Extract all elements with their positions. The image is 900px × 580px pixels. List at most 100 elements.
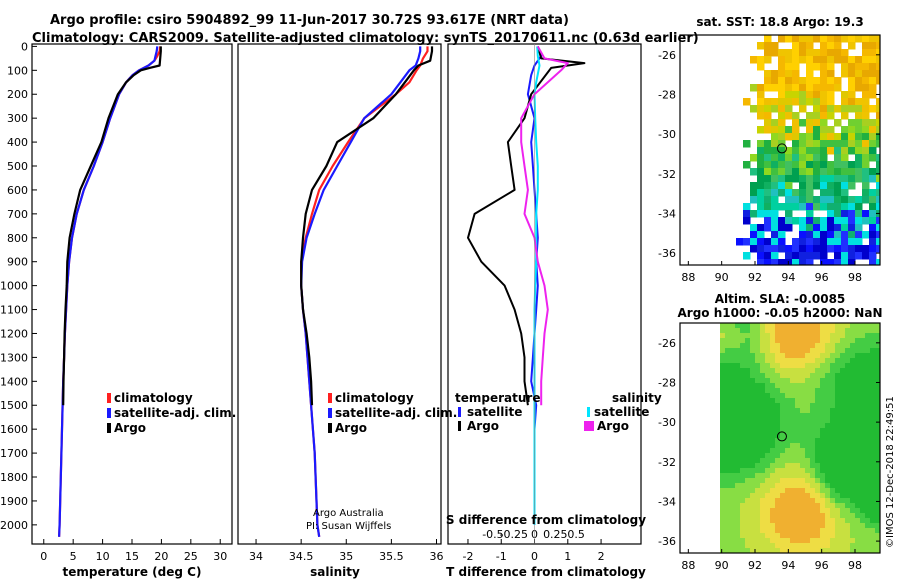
sla-cell (780, 353, 786, 359)
sst-cell (834, 231, 842, 239)
sla-cell (750, 548, 756, 553)
sla-cell (860, 408, 866, 414)
sla-cell (840, 548, 846, 553)
sst-cell (799, 238, 807, 246)
y-tick-label: 1600 (0, 423, 28, 436)
sla-cell (805, 548, 811, 553)
sla-cell (785, 393, 791, 399)
sla-cell (735, 543, 741, 549)
sla-cell (760, 433, 766, 439)
sla-cell (785, 378, 791, 384)
sla-cell (785, 523, 791, 529)
sst-cell (813, 35, 821, 43)
sla-cell (810, 403, 816, 409)
sst-cell (750, 84, 758, 92)
sla-cell (845, 543, 851, 549)
sla-cell (720, 533, 726, 539)
sla-cell (745, 343, 751, 349)
sla-cell (800, 338, 806, 344)
sst-cell (771, 98, 779, 106)
sst-cell (820, 84, 828, 92)
sla-cell (835, 413, 841, 419)
sla-cell (825, 498, 831, 504)
sla-cell (780, 378, 786, 384)
sla-cell (870, 348, 876, 354)
sst-cell (876, 63, 880, 71)
map-x-tick-label: 96 (815, 559, 829, 572)
sla-cell (820, 418, 826, 424)
sla-cell (875, 423, 880, 429)
sla-cell (825, 408, 831, 414)
sla-cell (770, 468, 776, 474)
sla-cell (750, 398, 756, 404)
sla-cell (865, 428, 871, 434)
sst-cell (855, 56, 863, 64)
sla-cell (735, 478, 741, 484)
sst-cell (799, 259, 807, 265)
sla-cell (805, 403, 811, 409)
sla-cell (740, 548, 746, 553)
sla-cell (740, 518, 746, 524)
sla-cell (775, 538, 781, 544)
map-x-tick-label: 98 (848, 559, 862, 572)
sla-cell (810, 533, 816, 539)
sla-cell (815, 463, 821, 469)
sst-cell (869, 140, 877, 148)
sla-cell (720, 363, 726, 369)
sla-cell (750, 513, 756, 519)
sst-cell (757, 105, 765, 113)
sst-cell (855, 70, 863, 78)
sst-cell (876, 189, 880, 197)
sst-cell (792, 49, 800, 57)
sla-cell (875, 443, 880, 449)
sla-cell (815, 473, 821, 479)
sla-cell (830, 503, 836, 509)
sst-cell (869, 217, 877, 225)
sla-cell (855, 333, 861, 339)
sla-cell (760, 493, 766, 499)
sla-cell (850, 413, 856, 419)
sst-cell (834, 56, 842, 64)
sst-cell (785, 49, 793, 57)
sla-cell (865, 493, 871, 499)
sla-cell (795, 343, 801, 349)
sst-cell (848, 126, 856, 134)
sla-cell (875, 453, 880, 459)
sla-cell (800, 348, 806, 354)
legend-header-temperature: temperature (455, 391, 540, 405)
sla-cell (785, 518, 791, 524)
sla-cell (725, 338, 731, 344)
x-tick-label: 0 (40, 550, 47, 563)
sla-cell (730, 458, 736, 464)
sst-cell (757, 189, 765, 197)
sla-cell (800, 513, 806, 519)
sst-cell (778, 49, 786, 57)
sla-cell (795, 528, 801, 534)
series-line-t-argo (467, 46, 586, 406)
sst-cell (869, 252, 877, 260)
sla-cell (805, 333, 811, 339)
sla-cell (805, 428, 811, 434)
sst-cell (785, 112, 793, 120)
sla-cell (855, 323, 861, 329)
sla-cell (870, 398, 876, 404)
sla-cell (795, 533, 801, 539)
sla-cell (825, 348, 831, 354)
sla-cell (765, 538, 771, 544)
sla-cell (745, 493, 751, 499)
sla-cell (815, 498, 821, 504)
map-y-tick-label: -26 (658, 337, 676, 350)
sla-cell (870, 478, 876, 484)
sla-cell (815, 448, 821, 454)
sla-cell (835, 363, 841, 369)
sla-cell (805, 438, 811, 444)
sla-cell (840, 328, 846, 334)
sla-cell (770, 488, 776, 494)
sla-cell (790, 328, 796, 334)
sla-cell (875, 433, 880, 439)
temperature-series (58, 46, 162, 537)
sla-cell (860, 383, 866, 389)
sst-cell (855, 98, 863, 106)
sla-cell (860, 488, 866, 494)
sst-cell (855, 154, 863, 162)
